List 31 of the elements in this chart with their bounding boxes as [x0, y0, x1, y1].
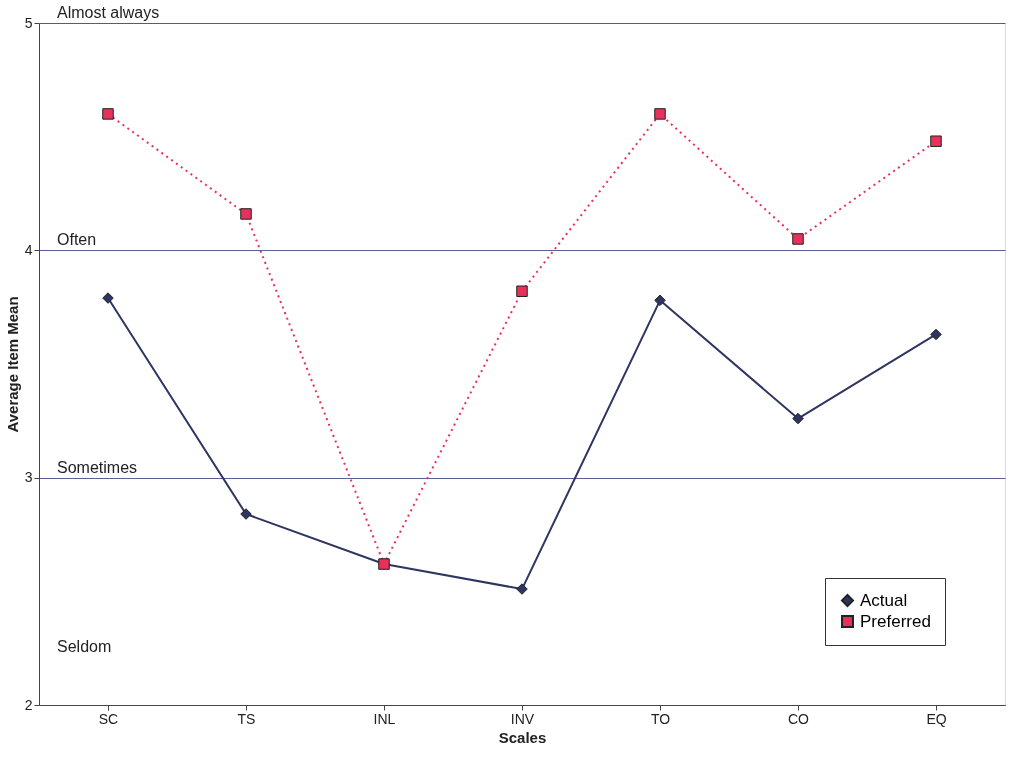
y-axis-title: Average Item Mean	[3, 296, 21, 433]
point	[930, 135, 942, 147]
point	[654, 294, 666, 307]
y-tick-label: 4	[24, 241, 33, 258]
point	[240, 208, 252, 220]
point	[102, 108, 114, 120]
y-tick-label: 2	[24, 696, 33, 713]
point	[930, 328, 942, 341]
point	[654, 108, 666, 120]
text: Almost always	[57, 4, 160, 21]
annotation: Sometimes	[57, 458, 138, 476]
x-tick-label: INV	[510, 710, 535, 727]
point	[102, 292, 114, 304]
x-tick-label: EQ	[926, 710, 947, 727]
annotation: Often	[57, 231, 97, 249]
point	[792, 233, 804, 245]
x-tick-label: CO	[788, 710, 810, 727]
point	[792, 412, 804, 425]
x-tick-label: TO	[650, 710, 671, 727]
x-axis-title: Scales	[498, 728, 547, 746]
y-tick-label: 5	[24, 14, 33, 31]
legend-label: Actual	[860, 590, 908, 610]
point	[516, 285, 528, 297]
y-tick-label: 3	[24, 469, 33, 486]
x-tick-label: SC	[98, 710, 119, 727]
point	[240, 508, 252, 520]
annotation: Seldom	[57, 638, 112, 655]
x-tick-label: TS	[237, 710, 256, 727]
legend-label: Preferred	[860, 611, 931, 631]
point	[516, 583, 528, 595]
x-tick-label: INL	[373, 710, 396, 727]
